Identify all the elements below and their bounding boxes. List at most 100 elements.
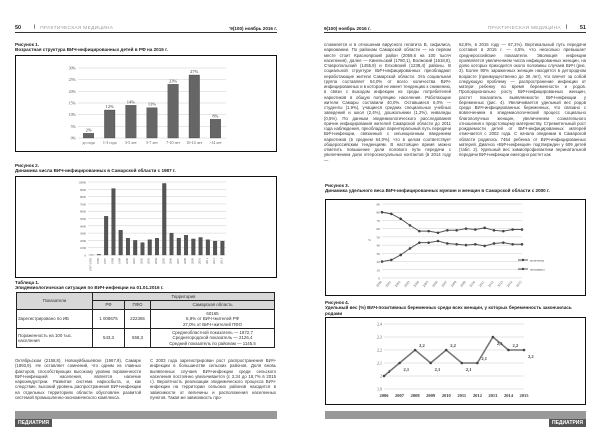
figure3-chart: 0 10 20 30 40 50 60 70 80 90 2000 2001 2002 2003 2004 2…: [325, 199, 586, 296]
x-tick-label: 2012: [487, 280, 495, 288]
y-tick-label: 30: [377, 252, 381, 256]
y-tick-label: 2,4: [377, 322, 382, 328]
figure1-svg: 0% 5% 10% 15% 20% 25% 30% 2% до года 12% 1-3 года 1…: [69, 66, 226, 145]
figure2-chart: 0 1000 2000 3000 4000 5000 6000 7000 8000 9000 100…: [15, 176, 277, 278]
y-tick-label: 70: [377, 219, 381, 223]
data-point: [502, 229, 505, 233]
cell-pfo: 558,3: [124, 328, 151, 349]
left-page-header: 50 ⌇ ПРАКТИЧЕСКАЯ МЕДИЦИНА '9(100) ноябр…: [15, 25, 277, 33]
data-point: [382, 374, 386, 378]
data-point: [483, 244, 486, 248]
y-tick-label: 0: [85, 254, 87, 258]
x-tick-label: 2011: [478, 280, 486, 288]
x-tick-label: 2009: [426, 393, 436, 398]
figure4-svg: 1,9 2 2,1 2,2 2,3 2,4 2006 2007 2008 2009 2010 2011…: [377, 322, 534, 399]
right-text-col2: 62,8%, в 2015 году — 67,1%). Вертикальны…: [459, 42, 586, 158]
bar: [104, 109, 116, 139]
cell-line: Среднеобластной показатель — 1872,7: [172, 330, 253, 336]
section-label: ПЕДИАТРИЯ: [15, 419, 53, 427]
bar: [188, 74, 200, 139]
x-tick-label: 1-3 года: [103, 140, 117, 145]
left-text-col2: С 2003 года зарегистрирован рост распрос…: [150, 358, 276, 400]
x-tick-label: 2007: [395, 393, 405, 398]
data-point: [492, 242, 496, 245]
x-tick-label: 2009: [459, 280, 467, 288]
data-point: [476, 361, 479, 365]
x-tick-label: 2011: [205, 258, 209, 264]
data-point: [446, 242, 449, 245]
y-axis-label: %: [368, 238, 371, 242]
data-point: [380, 210, 384, 214]
table1-label: Таблица 1.: [15, 280, 40, 285]
data-label: 2,2: [450, 343, 456, 348]
col-pfo: ПФО: [124, 300, 151, 310]
y-tick-label: 30%: [69, 66, 77, 71]
x-tick-label: 1996: [96, 258, 100, 265]
y-tick-label: 90: [377, 203, 381, 207]
col-territory: Территория: [92, 291, 275, 302]
bar: [205, 239, 210, 256]
x-tick-label: 2011: [457, 393, 467, 398]
data-label: 27%: [190, 69, 199, 74]
cardiogram-logo-icon: ⌇: [564, 25, 568, 31]
x-tick-label: 2008: [450, 280, 458, 288]
data-label: 2,1: [404, 367, 410, 372]
x-tick-label: 2006: [431, 280, 439, 288]
data-point: [464, 243, 468, 247]
x-tick-label: 2008: [183, 258, 187, 265]
data-point: [492, 229, 496, 232]
page-number: 51: [579, 25, 586, 31]
y-tick-label: 1,9: [377, 387, 382, 393]
y-tick-label: 10%: [69, 112, 77, 117]
data-label: 14%: [127, 99, 136, 104]
data-point: [507, 348, 510, 352]
y-tick-label: 2,1: [377, 361, 382, 367]
data-label: 2,2: [512, 343, 518, 348]
data-label: 2,1: [466, 367, 472, 372]
y-tick-label: 2,2: [377, 348, 382, 354]
right-text-col1: сложняется и в отношении вирусного гепат…: [324, 42, 451, 163]
bar: [169, 232, 174, 256]
bar: [147, 239, 152, 256]
x-tick-label: 2015: [515, 280, 523, 288]
x-tick-label: 1999: [118, 258, 122, 265]
row-label: Зарегистрировано по ИБ: [16, 308, 93, 330]
data-label: 2,2: [419, 343, 425, 348]
y-tick-label: 2,3: [377, 335, 382, 341]
x-tick-label: 2005: [422, 280, 430, 288]
y-tick-label: 2000: [80, 239, 87, 243]
cell-samara: Среднеобластной показатель — 1872,7 Сред…: [150, 328, 275, 349]
x-tick-label: 2015: [520, 393, 530, 398]
data-point: [408, 247, 412, 250]
data-label: 2%: [86, 127, 92, 132]
data-point: [429, 361, 432, 365]
x-tick-label: 1987-1995: [89, 258, 93, 271]
y-tick-label: 40: [377, 244, 381, 248]
figure4-label: Рисунок 4.: [325, 300, 349, 305]
y-tick-label: 4000: [80, 224, 87, 228]
figure1-caption: Рисунок 1. Возрастная структура ВИЧ-инфи…: [15, 42, 277, 53]
cell-samara: 60165 5,9% от ВИЧ+жителей РФ 27,0% от ВИ…: [150, 308, 275, 330]
y-tick-label: 7000: [80, 202, 87, 206]
cell-line: Среднегородской показатель — 2126,4: [172, 335, 253, 341]
y-tick-label: 0: [378, 277, 380, 281]
x-tick-label: 7-10 лет: [166, 140, 180, 145]
data-point: [511, 242, 514, 246]
bar: [162, 183, 167, 256]
y-tick-label: 8000: [80, 195, 87, 199]
cardiogram-logo-icon: ⌇: [33, 25, 37, 31]
table-row: Зарегистрировано по ИБ 1 008675 222365 6…: [16, 308, 275, 330]
x-tick-label: 2007: [176, 258, 180, 265]
page-number: 50: [15, 25, 22, 31]
series-line: [383, 335, 524, 377]
figure2-label: Рисунок 2.: [15, 163, 39, 168]
bar: [220, 240, 225, 256]
x-tick-label: >14 лет: [209, 140, 222, 145]
data-point: [380, 260, 384, 263]
x-tick-label: 2002: [394, 280, 402, 288]
y-tick-label: 0%: [71, 136, 77, 141]
data-label: 2: [388, 369, 391, 374]
x-tick-label: 2006: [380, 393, 390, 398]
x-tick-label: 10-14 лет: [186, 140, 202, 145]
